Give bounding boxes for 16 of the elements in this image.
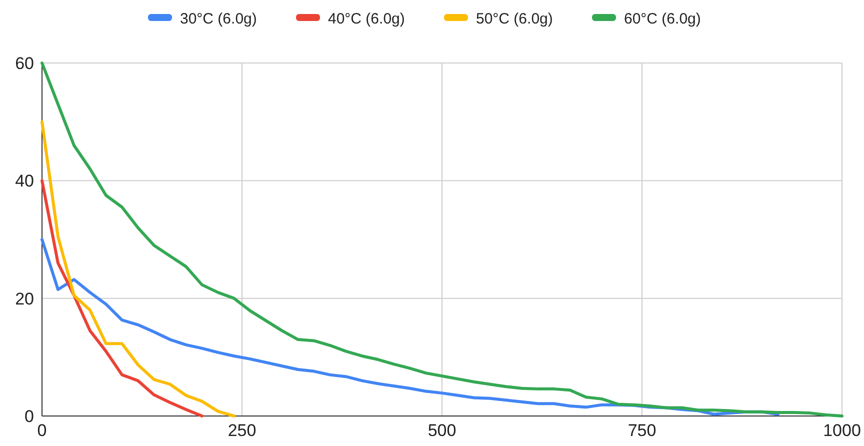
y-tick-label: 0 xyxy=(24,406,34,426)
x-tick-label: 750 xyxy=(628,421,656,440)
x-tick-label: 0 xyxy=(37,421,47,440)
legend-label: 50°C (6.0g) xyxy=(476,10,553,28)
line-series xyxy=(40,62,844,418)
x-tick-label: 500 xyxy=(428,421,456,440)
y-tick-label: 20 xyxy=(15,289,34,308)
legend-label: 60°C (6.0g) xyxy=(624,10,701,28)
x-tick-label: 1000 xyxy=(823,421,861,440)
line-series xyxy=(40,179,204,418)
y-tick-label: 40 xyxy=(15,172,34,191)
legend-label: 40°C (6.0g) xyxy=(328,10,405,28)
legend-label: 30°C (6.0g) xyxy=(180,10,257,28)
y-tick-label: 60 xyxy=(15,54,34,73)
x-tick-label: 250 xyxy=(228,421,256,440)
line-series xyxy=(40,120,236,418)
